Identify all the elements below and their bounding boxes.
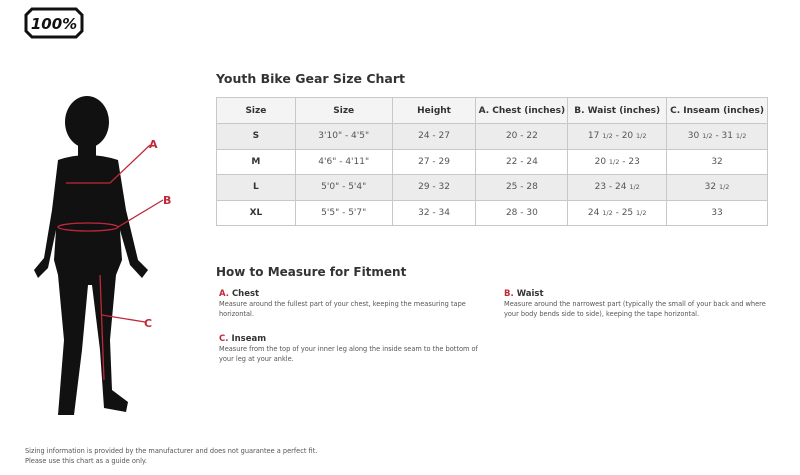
table-row: XL 5'5" - 5'7" 32 - 34 28 - 30 24 1/2 - 25 1…: [216, 199, 768, 226]
size-chart-table: Size Size Height A. Chest (inches) B. Wa…: [216, 97, 768, 226]
label-b: B: [163, 194, 171, 207]
measure-heading: How to Measure for Fitment: [216, 265, 407, 279]
fraction: 1/2: [608, 157, 620, 166]
cell-chest: 20 - 22: [475, 123, 569, 150]
footer-line: Sizing information is provided by the ma…: [25, 447, 318, 455]
fraction: 1/2: [718, 183, 730, 192]
value: 33: [711, 207, 723, 218]
brand-logo: 100%: [24, 7, 84, 39]
cell-waist: 20 1/2 - 23: [567, 148, 668, 175]
value: 32: [704, 182, 717, 193]
cell-chest: 25 - 28: [475, 174, 569, 201]
value: 20: [594, 156, 607, 167]
fraction: 1/2: [702, 132, 713, 141]
col-header: B. Waist (inches): [567, 97, 668, 124]
cell-waist: 23 - 24 1/2: [567, 174, 668, 201]
col-header: C. Inseam (inches): [666, 97, 768, 124]
col-header: A. Chest (inches): [475, 97, 569, 124]
value: - 31: [712, 131, 733, 142]
table-row: L 5'0" - 5'4" 29 - 32 25 - 28 23 - 24 1/2 32 …: [216, 174, 768, 201]
fraction: 1/2: [636, 208, 647, 217]
measure-text: Measure from the top of your inner leg a…: [219, 345, 478, 363]
page-title: Youth Bike Gear Size Chart: [216, 71, 405, 86]
cell-size: XL: [216, 199, 296, 226]
cell-height: 27 - 29: [391, 148, 477, 175]
measure-waist: B. Waist Measure around the narrowest pa…: [504, 289, 774, 319]
cell-height-ft: 5'0" - 5'4": [294, 174, 393, 201]
cell-height: 32 - 34: [391, 199, 477, 226]
col-header: Height: [391, 97, 477, 124]
cell-waist: 17 1/2 - 20 1/2: [567, 123, 668, 150]
footer-disclaimer: Sizing information is provided by the ma…: [25, 447, 317, 466]
col-header: Size: [294, 97, 393, 124]
measure-text: Measure around the narrowest part (typic…: [504, 300, 766, 318]
measure-inseam: C. Inseam Measure from the top of your i…: [219, 334, 489, 364]
inseam-line: [99, 274, 105, 381]
fraction: 1/2: [602, 132, 613, 141]
measure-name: Waist: [516, 289, 544, 299]
label-c: C: [144, 317, 152, 330]
cell-height: 29 - 32: [391, 174, 477, 201]
cell-size: S: [216, 123, 296, 150]
letter: B.: [504, 289, 514, 299]
letter: A.: [219, 289, 229, 299]
table-header-row: Size Size Height A. Chest (inches) B. Wa…: [216, 97, 768, 124]
measure-text: Measure around the fullest part of your …: [219, 300, 466, 318]
fraction: 1/2: [735, 132, 747, 141]
svg-text:100%: 100%: [31, 15, 77, 33]
table-row: S 3'10" - 4'5" 24 - 27 20 - 22 17 1/2 - 20 1…: [216, 123, 768, 150]
value: - 23: [619, 156, 640, 167]
fraction: 1/2: [602, 208, 613, 217]
letter: C.: [219, 334, 229, 344]
child-silhouette-figure: A B C: [34, 96, 171, 415]
value: - 20: [612, 131, 634, 142]
cell-inseam: 32 1/2: [666, 174, 768, 201]
silhouette: [34, 96, 148, 415]
cell-waist: 24 1/2 - 25 1/2: [567, 199, 668, 226]
footer-line: Please use this chart as a guide only.: [25, 456, 147, 465]
cell-inseam: 33: [666, 199, 768, 226]
cell-size: M: [216, 148, 296, 175]
label-a: A: [149, 138, 158, 151]
table-row: M 4'6" - 4'11" 27 - 29 22 - 24 20 1/2 - 23 32: [216, 148, 768, 175]
measure-chest: A. Chest Measure around the fullest part…: [219, 289, 489, 319]
cell-chest: 22 - 24: [475, 148, 569, 175]
fraction: 1/2: [629, 183, 640, 192]
value: - 25: [612, 207, 634, 218]
cell-chest: 28 - 30: [475, 199, 569, 226]
cell-inseam: 32: [666, 148, 768, 175]
value: 30: [687, 131, 700, 142]
col-header: Size: [216, 97, 296, 124]
cell-height-ft: 3'10" - 4'5": [294, 123, 393, 150]
value: 17: [587, 131, 600, 142]
value: 23 - 24: [594, 182, 627, 193]
value: 32: [711, 156, 723, 167]
value: 24: [587, 207, 600, 218]
cell-height: 24 - 27: [391, 123, 477, 150]
cell-height-ft: 5'5" - 5'7": [294, 199, 393, 226]
cell-size: L: [216, 174, 296, 201]
measure-name: Inseam: [231, 334, 267, 344]
cell-inseam: 30 1/2 - 31 1/2: [666, 123, 768, 150]
fraction: 1/2: [636, 132, 647, 141]
measure-name: Chest: [231, 289, 260, 299]
cell-height-ft: 4'6" - 4'11": [294, 148, 393, 175]
